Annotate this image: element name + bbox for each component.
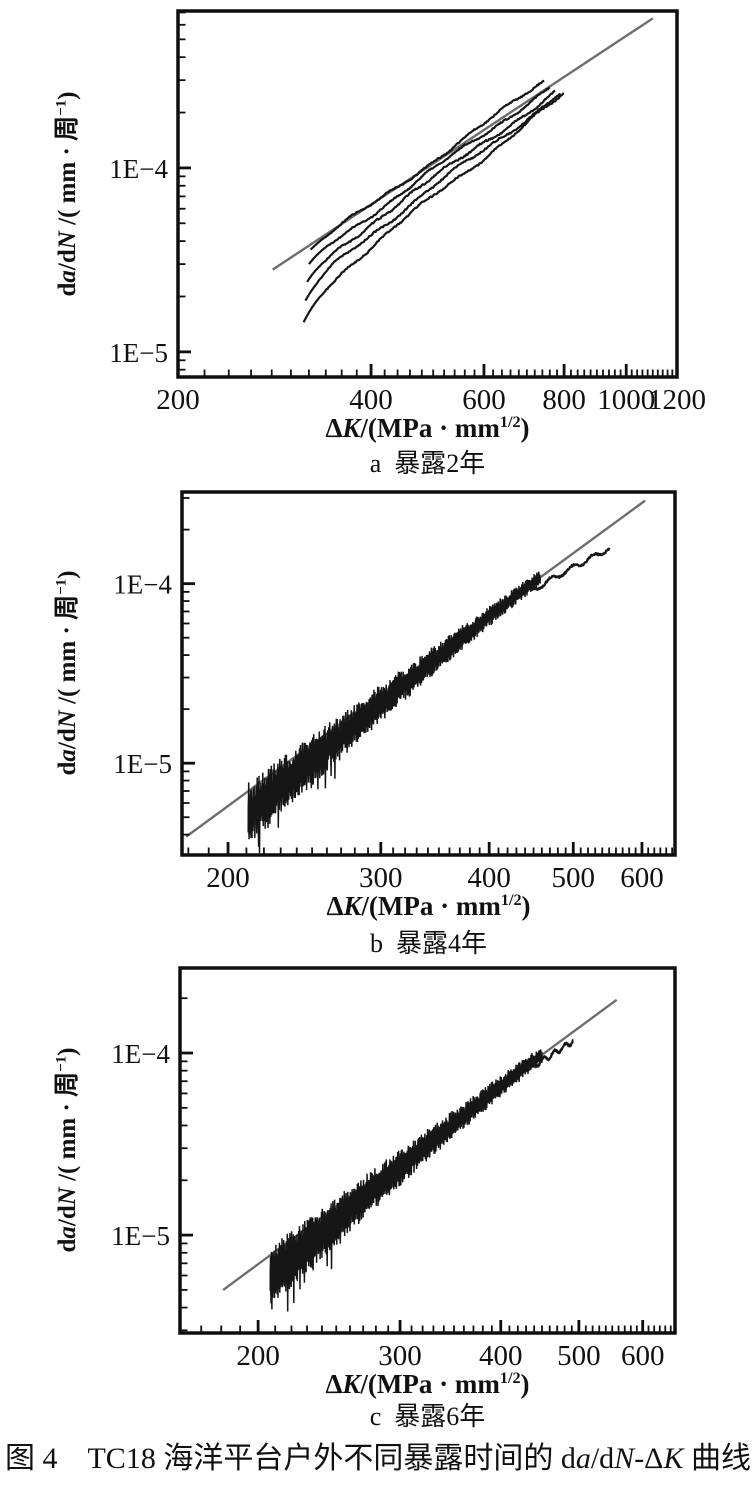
- data-band: [247, 571, 541, 854]
- axis-ticks: [180, 997, 672, 1333]
- y-tick-label: 1E−4: [109, 154, 168, 184]
- x-tick-label: 300: [359, 862, 403, 894]
- x-tick-label: 500: [552, 862, 596, 894]
- frame-group: [176, 9, 679, 379]
- x-axis-title-a: ΔK/(MPa · mm1/2): [325, 413, 530, 443]
- chart-c-exposure-6yr: 200 300 400 500 600 1E−4 1E−5: [111, 966, 677, 1372]
- frame-group: [178, 966, 677, 1335]
- x-tick-label: 600: [620, 862, 664, 894]
- band-tail: [531, 1039, 574, 1068]
- fit-line-group: [272, 17, 654, 271]
- x-tick-label: 600: [462, 384, 506, 416]
- x-tick-label: 400: [479, 1340, 523, 1372]
- x-tick-label: 400: [467, 862, 511, 894]
- y-tick-label: 1E−4: [111, 1039, 170, 1069]
- axis-ticks: [176, 11, 679, 377]
- subcaption-a: a 暴露2年: [369, 449, 486, 478]
- y-tick-label: 1E−5: [109, 338, 168, 368]
- noisy-band-pass: [269, 1051, 543, 1290]
- x-axis-title-b: ΔK/(MPa · mm1/2): [326, 891, 531, 921]
- x-tick-label: 200: [206, 862, 250, 894]
- x-tick-label: 1000: [597, 384, 655, 416]
- tail-curve: [528, 547, 611, 592]
- plot-frame: [176, 9, 679, 379]
- band-tail: [528, 547, 611, 592]
- crack-growth-curve-1: [309, 79, 545, 251]
- y-axis-title-b: da/dN /( mm · 周−1): [53, 570, 81, 776]
- x-tick-label: 300: [378, 1340, 422, 1372]
- x-tick-label: 1200: [648, 384, 706, 416]
- y-tick-label: 1E−5: [113, 749, 172, 779]
- tick-labels: 200 300 400 500 600 1E−4 1E−5: [113, 570, 663, 894]
- x-tick-label: 200: [236, 1340, 280, 1372]
- plot-frame: [178, 966, 677, 1335]
- tail-curve: [531, 1039, 574, 1068]
- crack-growth-curve-5: [302, 92, 565, 323]
- x-tick-label: 200: [156, 384, 200, 416]
- y-axis-title-a: da/dN /( mm · 周−1): [53, 91, 81, 297]
- x-tick-label: 400: [349, 384, 393, 416]
- x-axis-title-c: ΔK/(MPa · mm1/2): [325, 1369, 530, 1399]
- crack-growth-curve-3: [306, 89, 556, 283]
- crack-growth-curve-4: [304, 92, 561, 302]
- crack-growth-curve-2: [308, 86, 551, 265]
- y-tick-label: 1E−4: [113, 570, 172, 600]
- x-tick-label: 800: [542, 384, 586, 416]
- subcaption-c: c 暴露6年: [369, 1402, 486, 1431]
- fit-line: [272, 17, 654, 271]
- x-tick-label: 500: [557, 1340, 601, 1372]
- subcaption-b: b 暴露4年: [369, 929, 487, 958]
- chart-b-exposure-4yr: 200 300 400 500 600 1E−4 1E−5: [113, 490, 677, 894]
- data-band: [269, 1049, 543, 1312]
- y-axis-title-c: da/dN /( mm · 周−1): [53, 1047, 81, 1253]
- axis-ticks: [182, 497, 674, 855]
- y-tick-label: 1E−5: [111, 1221, 170, 1251]
- tick-labels: 200 300 400 500 600 1E−4 1E−5: [111, 1039, 664, 1372]
- figure-caption: 图 4 TC18 海洋平台户外不同暴露时间的 da/dN-ΔK 曲线: [4, 1442, 751, 1475]
- noisy-band-pass: [247, 574, 541, 825]
- crack-growth-curves: [302, 79, 565, 323]
- x-tick-label: 600: [621, 1340, 665, 1372]
